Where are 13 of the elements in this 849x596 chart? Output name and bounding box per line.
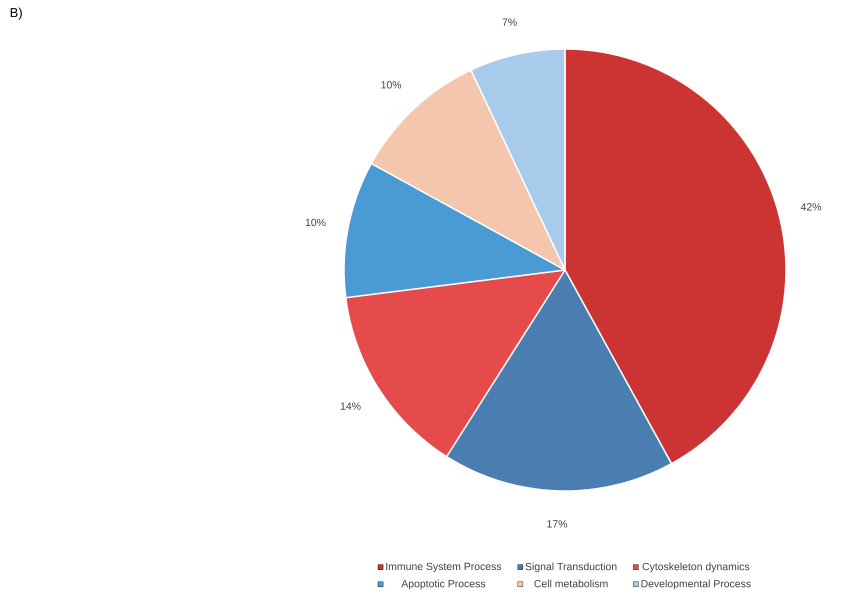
data-label: 42% [800,203,822,211]
text: B) [10,8,22,20]
legend-label: Developmental Process [641,580,751,590]
data-label: 14% [340,402,361,410]
data-label: 10% [306,218,326,226]
legend-label: Immune System Process [386,562,502,572]
legend-label: Signal Transduction [526,562,616,572]
legend-label: Cytoskeleton dynamics [642,562,750,572]
data-label: 7% [502,18,517,26]
legend-label: Cell metabolism [534,580,608,588]
data-label: 10% [381,81,402,89]
legend-label: Apoptotic Process [401,580,486,590]
data-label: 17% [547,520,568,528]
